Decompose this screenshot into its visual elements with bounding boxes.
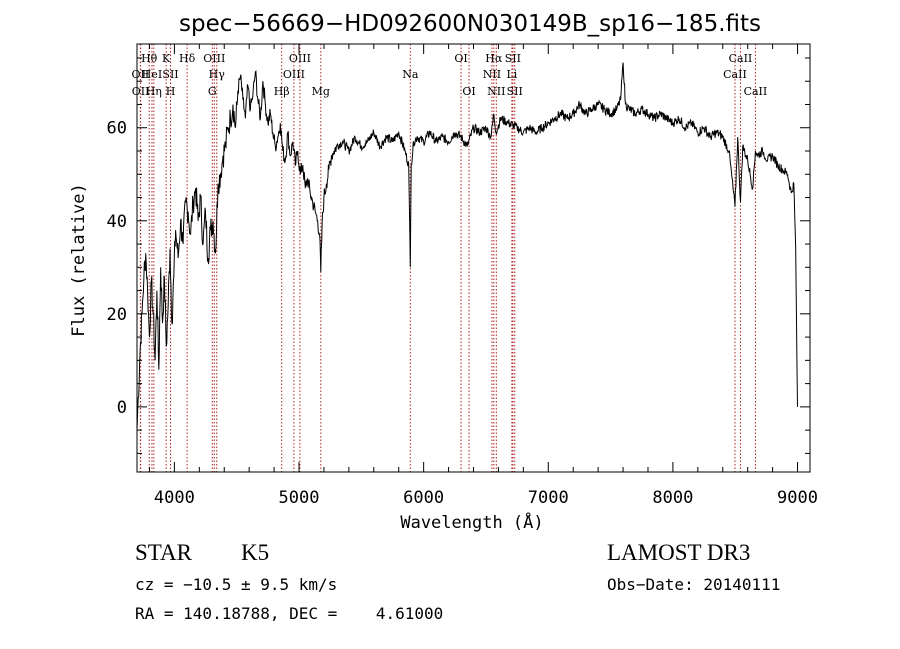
y-tick-label: 60	[107, 119, 127, 139]
spectral-line-label: CaII	[744, 85, 768, 98]
spectral-line-label: Hη	[146, 85, 162, 98]
x-tick-label: 7000	[528, 488, 569, 508]
spectral-line-label: OI	[454, 52, 467, 65]
x-tick-label: 6000	[403, 488, 444, 508]
spectral-line-label: OII	[132, 85, 150, 98]
object-class: STAR	[135, 540, 192, 565]
object-subclass: K5	[241, 540, 270, 565]
spectral-line-label: H	[166, 85, 176, 98]
spectrum-line	[136, 62, 798, 431]
spectral-line-label: OIII	[289, 52, 311, 65]
spectral-line-labels: OII OII Hθ HeI Hη K SII H Hδ G OIII Hγ Hβ OIII OIII Mg N…	[132, 52, 768, 98]
spectral-line-label: Hα	[485, 52, 503, 65]
observation-date: Obs−Date: 20140111	[607, 575, 781, 594]
spectral-line-label: OIII	[283, 68, 305, 81]
redshift-velocity: cz = −10.5 ± 9.5 km/s	[135, 575, 338, 594]
x-axis-label: Wavelength (Å)	[400, 511, 543, 533]
axis-ticks	[137, 44, 810, 472]
spectral-line-label: OI	[462, 85, 475, 98]
spectral-line-label: NII	[483, 68, 501, 81]
spectral-line-label: G	[208, 85, 217, 98]
spectral-line-label: SII	[505, 52, 521, 65]
x-tick-label: 9000	[777, 488, 818, 508]
spectral-line-label: CaII	[723, 68, 747, 81]
x-tick-label: 5000	[279, 488, 320, 508]
spectral-line-label: OIII	[203, 52, 225, 65]
spectral-line-label: Hγ	[209, 68, 226, 81]
spectral-line-label: Hβ	[274, 85, 290, 98]
spectral-line-label: Mg	[312, 85, 330, 98]
y-tick-label: 40	[107, 212, 127, 232]
spectral-line-label: Hθ	[141, 52, 158, 65]
spectral-line-label: HeI	[142, 68, 162, 81]
y-axis-label: Flux (relative)	[69, 183, 89, 337]
spectral-line-label: SII	[162, 68, 178, 81]
x-tick-label: 8000	[652, 488, 693, 508]
axis-tick-labels: 4000 5000 6000 7000 8000 9000 0 20 40 60	[107, 119, 818, 508]
spectral-line-label: OII	[132, 68, 150, 81]
y-tick-label: 0	[117, 398, 127, 418]
chart-title: spec−56669−HD092600N030149B_sp16−185.fit…	[179, 11, 761, 37]
survey-name: LAMOST DR3	[607, 540, 751, 565]
spectral-line-label: SII	[507, 85, 523, 98]
spectral-line-label: Hδ	[179, 52, 196, 65]
spectral-line-label: Li	[506, 68, 517, 81]
ra-dec-coordinates: RA = 140.18788, DEC = 4.61000	[135, 604, 444, 623]
spectral-line-label: NII	[487, 85, 505, 98]
spectral-line-label: CaII	[729, 52, 753, 65]
plot-frame	[136, 43, 811, 473]
spectral-line-label: K	[162, 52, 171, 65]
spectral-line-label: Na	[402, 68, 419, 81]
x-tick-label: 4000	[154, 488, 195, 508]
y-tick-label: 20	[107, 305, 127, 325]
